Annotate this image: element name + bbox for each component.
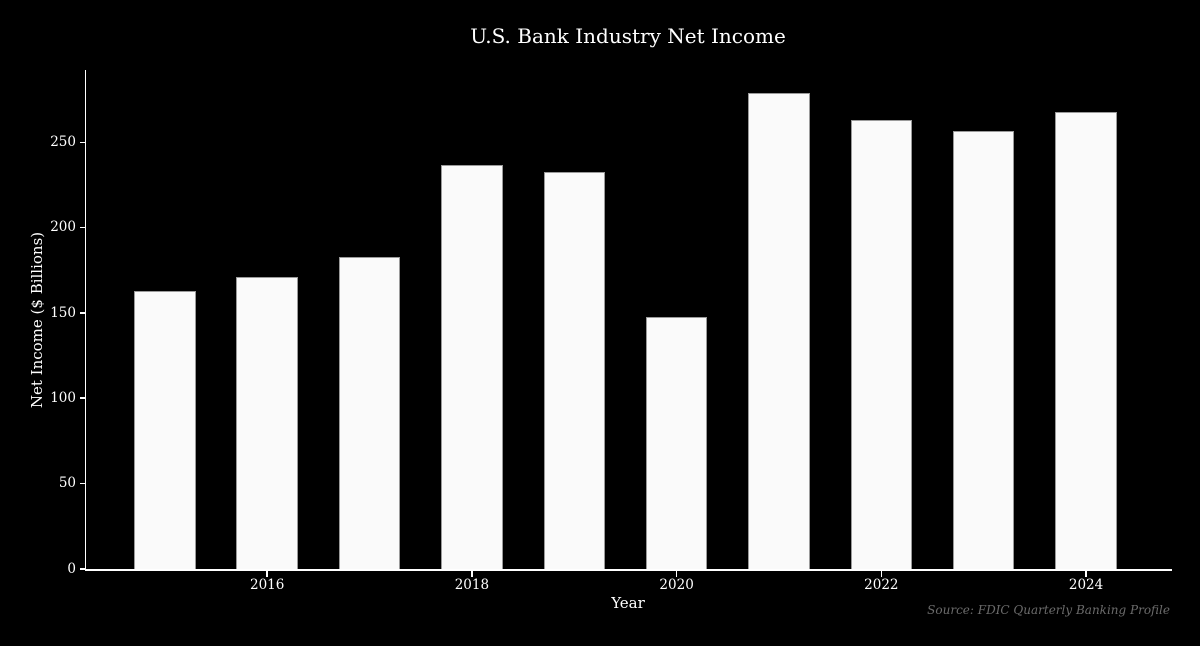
bar-2015 xyxy=(134,290,196,569)
y-tick-label: 200 xyxy=(50,219,76,236)
y-tick-label: 100 xyxy=(50,389,76,406)
bar-2023 xyxy=(952,130,1015,569)
x-tick-mark xyxy=(266,570,268,577)
x-tick-label: 2022 xyxy=(864,577,899,593)
x-axis-spine xyxy=(84,569,1172,571)
x-axis-label: Year xyxy=(611,594,645,612)
source-annotation: Source: FDIC Quarterly Banking Profile xyxy=(927,603,1170,617)
y-tick-label: 150 xyxy=(50,304,76,321)
y-tick-label: 250 xyxy=(50,134,76,150)
x-tick-mark xyxy=(1085,570,1087,577)
bar-2018 xyxy=(441,164,503,569)
x-tick-label: 2016 xyxy=(249,577,285,593)
bar-2019 xyxy=(543,171,605,569)
y-tick-label: 50 xyxy=(58,475,76,492)
x-tick-mark xyxy=(880,570,883,577)
bar-2024 xyxy=(1055,111,1117,569)
y-tick-mark xyxy=(79,226,86,229)
x-tick-mark xyxy=(675,570,678,577)
bar-2021 xyxy=(748,93,810,569)
y-axis-spine xyxy=(84,70,86,571)
y-tick-mark xyxy=(79,397,86,399)
bar-2020 xyxy=(645,316,708,569)
y-tick-mark xyxy=(79,482,86,485)
y-tick-mark xyxy=(79,568,86,570)
x-tick-label: 2024 xyxy=(1068,577,1104,593)
x-tick-label: 2018 xyxy=(454,577,490,593)
y-tick-label: 0 xyxy=(67,560,76,577)
y-tick-mark xyxy=(79,312,86,314)
bar-2017 xyxy=(338,256,401,569)
plot-area xyxy=(86,70,1170,569)
bar-2022 xyxy=(850,120,913,569)
chart-title: U.S. Bank Industry Net Income xyxy=(470,24,786,48)
bar-2016 xyxy=(236,277,298,569)
x-tick-label: 2020 xyxy=(659,577,694,593)
y-tick-mark xyxy=(79,141,86,143)
x-tick-mark xyxy=(471,570,473,577)
